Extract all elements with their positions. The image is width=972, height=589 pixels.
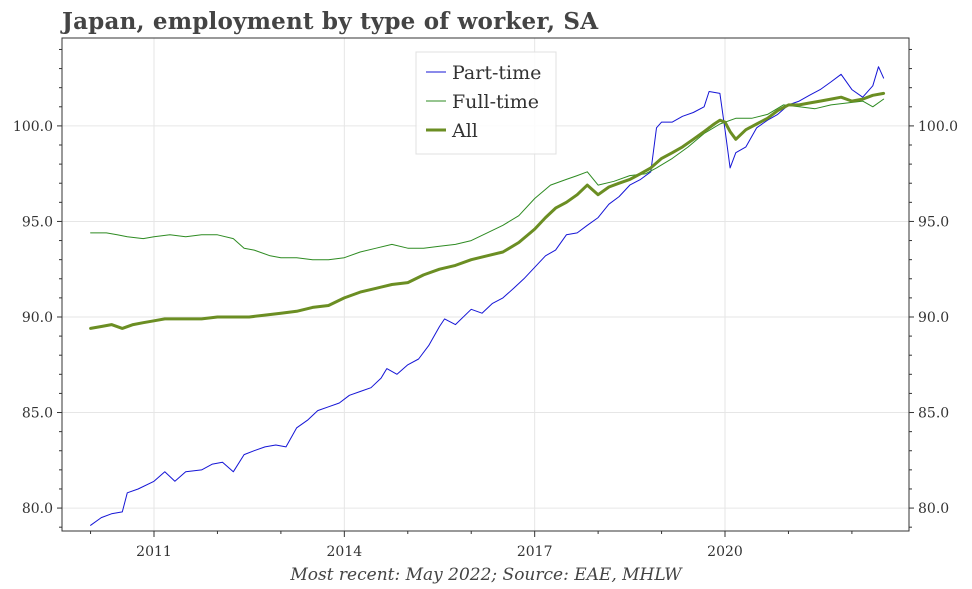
series-line-all xyxy=(89,91,886,330)
y-tick-label-left: 100.0 xyxy=(13,119,53,135)
x-tick-label: 2011 xyxy=(136,544,172,560)
y-tick-label-left: 80.0 xyxy=(22,501,53,517)
plot-area-frame xyxy=(61,37,910,532)
x-tick-label: 2017 xyxy=(517,544,553,560)
y-tick-label-right: 85.0 xyxy=(918,406,949,422)
series-line-part-time xyxy=(90,66,885,526)
source-note: Most recent: May 2022; Source: EAE, MHLW xyxy=(290,565,682,585)
legend-label: All xyxy=(451,120,478,142)
y-tick-label-right: 95.0 xyxy=(918,214,949,230)
legend-label: Full-time xyxy=(452,91,539,113)
y-tick-label-left: 90.0 xyxy=(22,310,53,326)
legend-box xyxy=(415,51,557,155)
legend-label: Part-time xyxy=(452,62,541,84)
y-tick-label-right: 80.0 xyxy=(918,501,949,517)
series-line-full-time xyxy=(90,98,885,261)
x-tick-label: 2020 xyxy=(707,544,743,560)
legend: Part-time Full-time All xyxy=(415,51,557,155)
series-lines xyxy=(89,66,886,526)
y-tick-label-right: 90.0 xyxy=(918,310,949,326)
x-tick-label: 2014 xyxy=(327,544,363,560)
y-tick-label-right: 100.0 xyxy=(918,119,958,135)
y-tick-label-left: 95.0 xyxy=(22,214,53,230)
y-tick-label-left: 85.0 xyxy=(22,406,53,422)
chart-title: Japan, employment by type of worker, SA xyxy=(62,8,599,35)
axes: 80.0 80.0 85.0 85.0 90.0 90.0 95.0 95.0 100.0 100… xyxy=(13,48,958,560)
